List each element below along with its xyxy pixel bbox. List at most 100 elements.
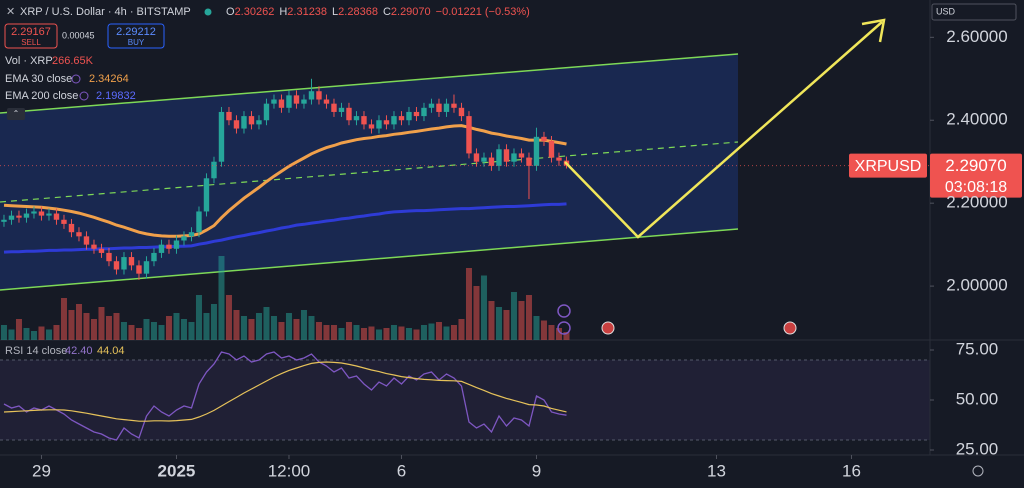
- ohlc-key: L: [332, 6, 338, 18]
- volume-bar: [413, 329, 420, 340]
- settings-icon[interactable]: [972, 465, 984, 477]
- candle-body: [391, 116, 397, 125]
- candle-body: [526, 157, 532, 166]
- candle-body: [128, 257, 135, 266]
- currency-select[interactable]: [931, 3, 1017, 21]
- candle-body: [398, 116, 405, 121]
- y-tick-label: 2.00000: [946, 276, 1007, 295]
- sell-label: SELL: [21, 38, 41, 47]
- volume-bar: [180, 319, 187, 340]
- volume-bar: [195, 295, 202, 340]
- candle-body: [413, 111, 420, 117]
- volume-bar: [533, 316, 540, 340]
- volume-bar: [120, 322, 127, 340]
- candle-body: [91, 244, 97, 249]
- volume-bar: [255, 313, 262, 340]
- legend-icon: [71, 74, 81, 84]
- currency: USD: [936, 6, 956, 16]
- candle-body: [83, 236, 90, 245]
- us-event-icon[interactable]: [601, 321, 615, 335]
- x-tick-label: 29: [32, 461, 51, 480]
- volume-bar: [360, 328, 367, 340]
- volume-bar: [60, 298, 67, 340]
- rsi-legend: RSI 14 close: [5, 345, 67, 357]
- candle-body: [533, 136, 540, 166]
- rsi-value: 42.40: [65, 345, 93, 357]
- volume-bar: [353, 325, 360, 340]
- volume-value: 266.65K: [52, 55, 94, 67]
- last-price-box: [930, 153, 1022, 198]
- volume-bar: [98, 307, 105, 340]
- volume-bar: [158, 325, 165, 340]
- volume-bar: [233, 310, 240, 340]
- candle-body: [451, 103, 457, 108]
- volume-bar: [510, 292, 517, 340]
- x-tick-label: 6: [397, 461, 406, 480]
- rsi-tick-label: 50.00: [956, 389, 999, 408]
- volume-bar: [165, 316, 172, 340]
- volume-bar: [525, 295, 532, 340]
- ohlc-value: 2.29070: [391, 6, 431, 18]
- candle-body: [421, 107, 427, 117]
- volume-bar: [293, 319, 300, 340]
- candle-body: [263, 103, 270, 121]
- buy-button[interactable]: [107, 23, 165, 49]
- volume-bar: [450, 325, 457, 340]
- volume-bar: [30, 331, 37, 340]
- ohlc-value: 2.31238: [287, 6, 327, 18]
- candle-body: [31, 211, 37, 214]
- candle-body: [226, 111, 232, 121]
- volume-bar: [383, 328, 390, 340]
- candle-body: [46, 213, 52, 216]
- marks: [0, 78, 930, 441]
- ema30-legend: EMA 30 close: [5, 73, 72, 85]
- volume-bar: [143, 319, 150, 340]
- candle-body: [428, 103, 435, 108]
- rsi-ma-line: [3, 361, 567, 422]
- candle-body: [271, 99, 277, 104]
- volume-bar: [375, 329, 382, 340]
- last-price-group: XRPUSD 2.29070 03:08:18: [849, 153, 1022, 198]
- us-event-icon[interactable]: [783, 321, 797, 335]
- candle-body: [376, 120, 382, 129]
- candle-body: [293, 95, 300, 104]
- candle-body: [301, 99, 307, 104]
- volume-bar: [488, 301, 495, 340]
- volume-bar: [0, 325, 7, 340]
- volume-bar: [563, 332, 570, 340]
- ohlc: O2.30262 H2.31238 L2.28368 C2.29070 −0.01221…: [226, 6, 530, 18]
- candle-body: [383, 120, 390, 125]
- volume-bar: [150, 322, 157, 340]
- rsi-ma-value: 44.04: [97, 345, 125, 357]
- volume-bar: [15, 319, 22, 340]
- volume-bar: [495, 307, 502, 340]
- volume-bar: [263, 307, 270, 340]
- volume-bar: [420, 325, 427, 340]
- volume-bar: [83, 313, 90, 340]
- candle-body: [496, 149, 502, 166]
- volume-bar: [188, 322, 195, 340]
- x-tick-label: 12:00: [268, 461, 311, 480]
- candle-body: [241, 116, 247, 129]
- y-tick-label: 2.20000: [946, 193, 1007, 212]
- rsi-tick-label: 25.00: [956, 439, 999, 458]
- sell-button[interactable]: [4, 23, 58, 49]
- collapse-button[interactable]: [7, 108, 25, 120]
- ema200-value: 2.19832: [96, 90, 136, 102]
- ohlc-value: 2.28368: [338, 6, 378, 18]
- volume-bar: [218, 256, 225, 340]
- volume-bar: [465, 268, 472, 340]
- close-icon[interactable]: ✕: [6, 6, 15, 18]
- candle-body: [136, 265, 142, 274]
- ema-line: [3, 124, 567, 238]
- event-icon[interactable]: [557, 321, 571, 335]
- volume-bar: [435, 322, 442, 340]
- y-tick-label: 2.60000: [946, 27, 1007, 46]
- legend-icon: [79, 91, 89, 101]
- event-icon[interactable]: [557, 304, 571, 318]
- buy-label: BUY: [128, 38, 145, 47]
- volume-bar: [300, 310, 307, 340]
- countdown: 03:08:18: [945, 179, 1007, 196]
